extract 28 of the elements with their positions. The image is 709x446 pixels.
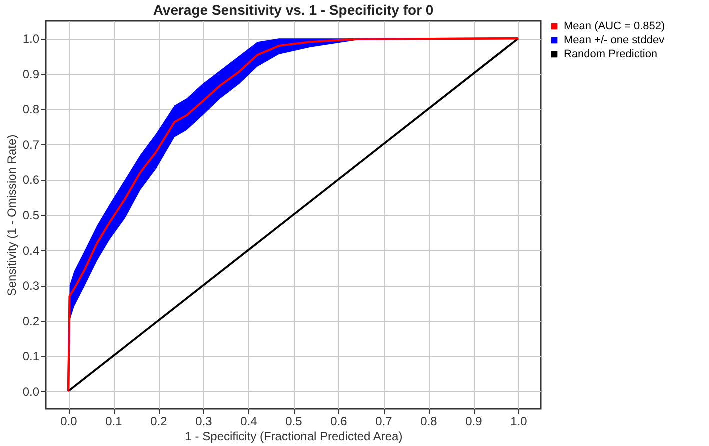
y-tick-label: 0.5 xyxy=(22,208,40,222)
y-tick-label: 0.0 xyxy=(22,384,40,399)
x-tick-label: 0.5 xyxy=(286,414,303,428)
y-tick-label: 0.6 xyxy=(22,173,40,188)
y-tick-label: 0.4 xyxy=(22,244,40,258)
x-axis-title: 1 - Specificity (Fractional Predicted Area) xyxy=(185,430,403,444)
x-tick-label: 1.0 xyxy=(510,414,528,428)
x-tick-label: 0.8 xyxy=(420,414,438,428)
y-axis-title: Sensitivity (1 - Omission Rate) xyxy=(4,134,19,296)
x-tick-label: 0.9 xyxy=(466,414,483,428)
x-tick-label: 0.2 xyxy=(150,414,168,428)
x-tick-label: 0.0 xyxy=(60,414,78,428)
y-tick-label: 0.1 xyxy=(22,350,40,364)
legend-label: Mean +/- one stddev xyxy=(564,34,666,46)
x-tick-label: 0.7 xyxy=(376,414,393,428)
y-tick-label: 0.7 xyxy=(22,138,40,152)
legend-label: Random Prediction xyxy=(564,48,658,60)
y-tick-label: 0.3 xyxy=(22,279,40,294)
chart-title: Average Sensitivity vs. 1 - Specificity for 0 xyxy=(153,2,434,18)
y-tick-label: 1.0 xyxy=(22,32,40,46)
y-tick-label: 0.8 xyxy=(22,102,40,117)
x-tick-label: 0.4 xyxy=(240,414,258,428)
x-tick-label: 0.1 xyxy=(106,414,123,428)
legend-label: Mean (AUC = 0.852) xyxy=(564,20,666,32)
x-tick-label: 0.3 xyxy=(196,414,213,428)
x-tick-label: 0.6 xyxy=(330,414,348,428)
y-tick-label: 0.2 xyxy=(22,314,40,328)
y-tick-label: 0.9 xyxy=(22,67,40,82)
